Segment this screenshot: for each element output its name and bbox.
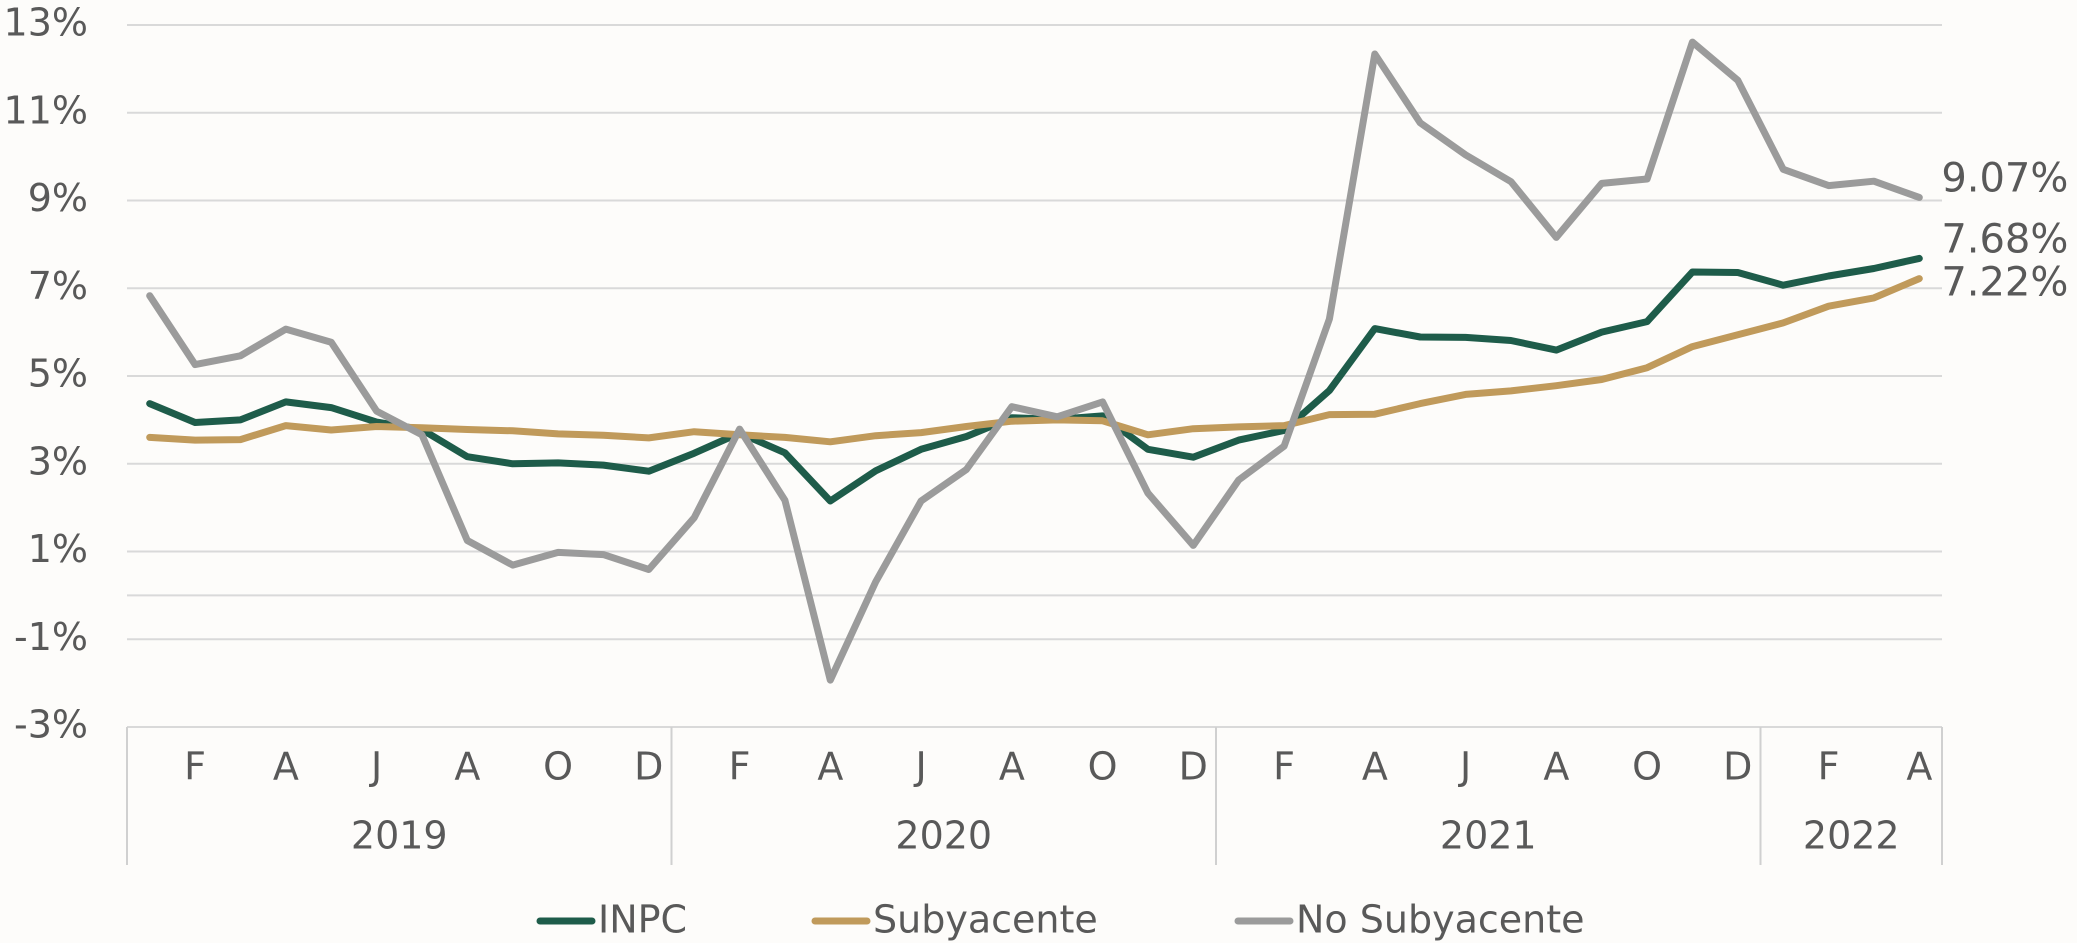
chart: -3% -1% 1% 3% 5% 7% 9% 11% 13% F A J A O D F A J A O D F A J A O D…: [0, 0, 2077, 943]
legend-label: Subyacente: [873, 898, 1098, 942]
y-tick-label: 1%: [28, 527, 88, 571]
x-group-label: 2020: [895, 814, 992, 858]
legend-label: INPC: [598, 898, 687, 942]
y-tick-label: 9%: [28, 176, 88, 220]
x-tick-label: D: [1179, 745, 1208, 789]
x-tick-label: A: [273, 745, 299, 789]
x-tick-label: A: [454, 745, 480, 789]
x-tick-label: F: [184, 745, 206, 789]
x-tick-label: A: [817, 745, 843, 789]
y-tick-label: 3%: [28, 439, 88, 483]
data-label: 7.22%: [1941, 260, 2068, 306]
x-tick-label: F: [1273, 745, 1295, 789]
x-tick-label: A: [1362, 745, 1388, 789]
x-tick-label: A: [999, 745, 1025, 789]
x-tick-label: J: [913, 745, 926, 789]
x-tick-label: F: [1818, 745, 1840, 789]
x-tick-label: O: [1632, 745, 1662, 789]
y-tick-label: -3%: [14, 703, 88, 747]
data-label: 7.68%: [1941, 216, 2068, 262]
y-tick-label: 5%: [28, 352, 88, 396]
x-tick-label: J: [369, 745, 382, 789]
series-line: [150, 279, 1920, 442]
x-tick-label: O: [1088, 745, 1118, 789]
x-tick-label: D: [1723, 745, 1752, 789]
x-tick-label: O: [543, 745, 573, 789]
y-tick-label: -1%: [14, 615, 88, 659]
x-group-label: 2019: [351, 814, 448, 858]
y-tick-label: 7%: [28, 264, 88, 308]
x-group-label: 2022: [1803, 814, 1900, 858]
data-label: 9.07%: [1941, 155, 2068, 201]
y-tick-label: 11%: [4, 88, 88, 132]
y-tick-label: 13%: [4, 1, 88, 45]
x-tick-label: D: [634, 745, 663, 789]
x-tick-label: F: [729, 745, 751, 789]
legend-label: No Subyacente: [1296, 898, 1585, 942]
x-tick-label: A: [1543, 745, 1569, 789]
x-tick-label: J: [1458, 745, 1471, 789]
x-tick-label: A: [1906, 745, 1932, 789]
x-group-label: 2021: [1440, 814, 1537, 858]
